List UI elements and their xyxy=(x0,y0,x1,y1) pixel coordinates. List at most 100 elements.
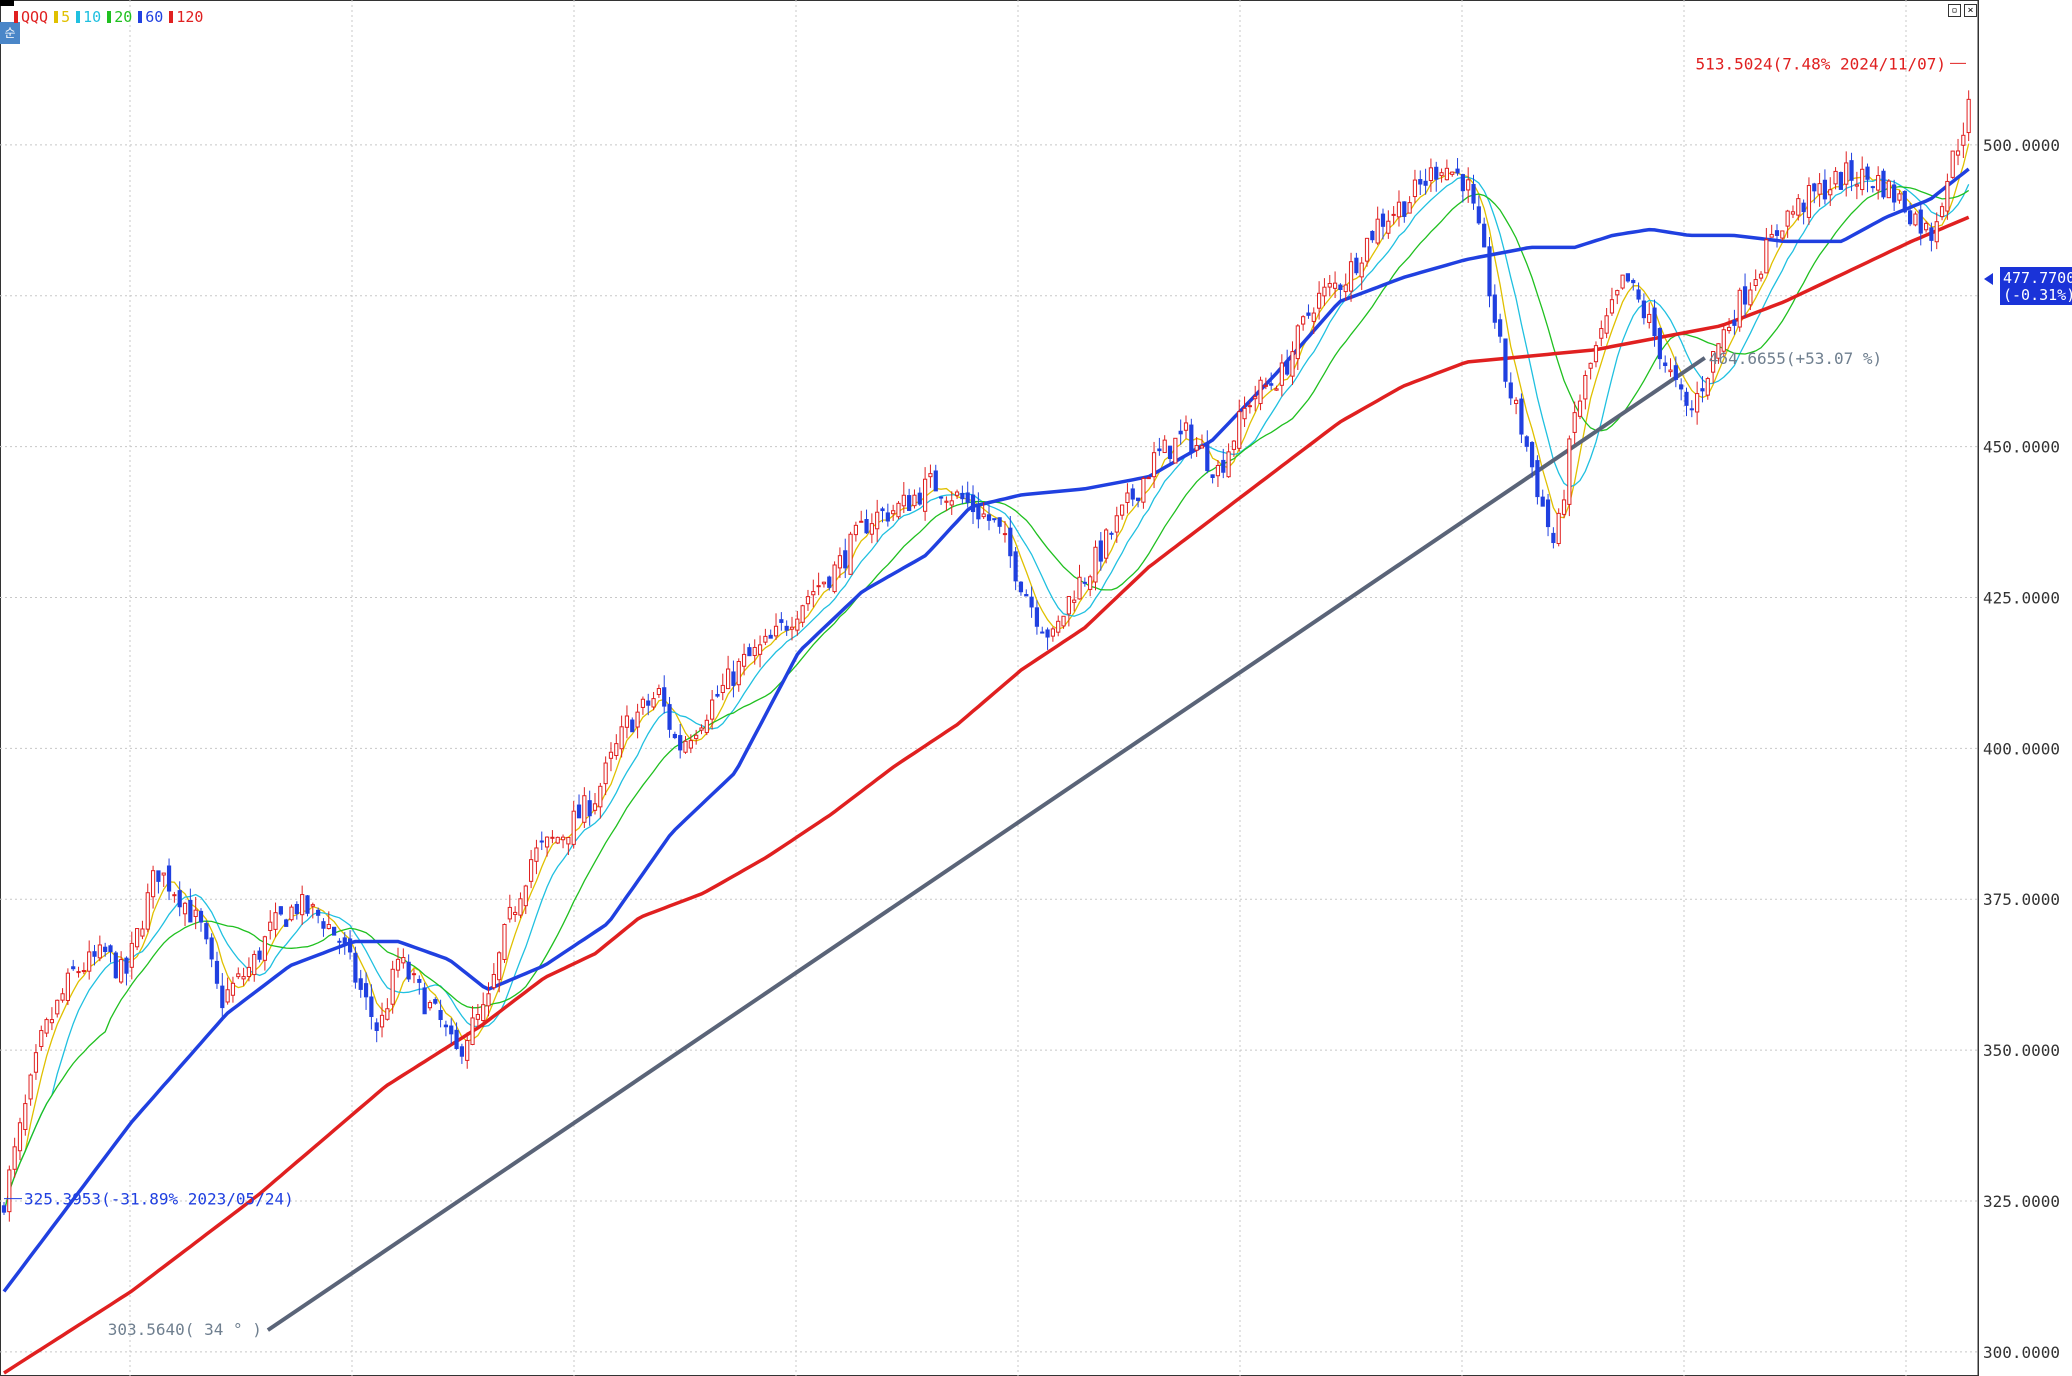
candle[interactable] xyxy=(1939,206,1945,218)
candle[interactable] xyxy=(1609,299,1615,314)
candle[interactable] xyxy=(1881,170,1886,198)
candle[interactable] xyxy=(843,550,848,569)
candle[interactable] xyxy=(1056,620,1061,633)
candle[interactable] xyxy=(1135,497,1141,501)
candle[interactable] xyxy=(981,513,986,518)
candle[interactable] xyxy=(795,618,800,631)
candle[interactable] xyxy=(230,982,236,996)
candle[interactable] xyxy=(1194,445,1199,451)
candle[interactable] xyxy=(161,872,166,876)
candle[interactable] xyxy=(1332,282,1338,289)
candle[interactable] xyxy=(1396,201,1402,218)
candle[interactable] xyxy=(1545,499,1551,528)
candle[interactable] xyxy=(321,921,326,929)
restore-button[interactable]: ▫ xyxy=(1948,4,1961,17)
candle[interactable] xyxy=(220,985,225,1009)
candle[interactable] xyxy=(1689,408,1694,411)
candle[interactable] xyxy=(805,596,811,605)
candle[interactable] xyxy=(1183,422,1189,431)
candle[interactable] xyxy=(1572,412,1577,433)
candle[interactable] xyxy=(92,951,97,957)
candle[interactable] xyxy=(347,938,353,953)
candle[interactable] xyxy=(278,906,283,915)
candle[interactable] xyxy=(1556,512,1561,545)
candle[interactable] xyxy=(1061,615,1066,627)
candle[interactable] xyxy=(1716,343,1721,359)
candle[interactable] xyxy=(608,751,614,759)
candle[interactable] xyxy=(310,904,315,907)
candle[interactable] xyxy=(1529,442,1535,468)
candle[interactable] xyxy=(1444,167,1449,181)
candle[interactable] xyxy=(1498,319,1503,337)
candle[interactable] xyxy=(1886,180,1891,199)
candle[interactable] xyxy=(747,647,752,657)
candle[interactable] xyxy=(1892,184,1897,203)
candle[interactable] xyxy=(363,983,369,998)
candle[interactable] xyxy=(1897,193,1902,201)
candle[interactable] xyxy=(901,494,906,507)
candle[interactable] xyxy=(1551,532,1556,544)
candle[interactable] xyxy=(1668,369,1673,373)
candle[interactable] xyxy=(140,928,145,937)
candle[interactable] xyxy=(752,646,757,656)
candle[interactable] xyxy=(827,576,832,588)
candle[interactable] xyxy=(1322,286,1327,297)
candle[interactable] xyxy=(1860,168,1865,191)
candle[interactable] xyxy=(1263,384,1268,387)
candle[interactable] xyxy=(1492,294,1497,323)
candle[interactable] xyxy=(741,653,747,667)
candle[interactable] xyxy=(172,894,177,897)
candle[interactable] xyxy=(1540,496,1545,507)
candle[interactable] xyxy=(789,626,795,630)
candle[interactable] xyxy=(188,899,193,923)
candle[interactable] xyxy=(465,1040,470,1061)
candle[interactable] xyxy=(1828,189,1833,196)
candle[interactable] xyxy=(76,971,81,974)
candle[interactable] xyxy=(683,740,688,753)
candle[interactable] xyxy=(731,671,736,686)
candle[interactable] xyxy=(475,1014,480,1020)
candle[interactable] xyxy=(944,500,949,503)
candle[interactable] xyxy=(1072,599,1077,603)
candle[interactable] xyxy=(928,473,933,478)
candle[interactable] xyxy=(710,699,715,720)
candle[interactable] xyxy=(1301,316,1306,325)
candle[interactable] xyxy=(103,946,108,953)
candle[interactable] xyxy=(491,973,496,989)
candle[interactable] xyxy=(912,494,917,507)
candle[interactable] xyxy=(954,491,960,496)
candle[interactable] xyxy=(358,978,363,990)
candle[interactable] xyxy=(582,795,587,823)
candle[interactable] xyxy=(1929,227,1934,241)
candle[interactable] xyxy=(651,698,656,708)
candle[interactable] xyxy=(1918,209,1923,234)
candle[interactable] xyxy=(773,625,779,637)
candle[interactable] xyxy=(1604,315,1609,334)
candle[interactable] xyxy=(369,996,374,1018)
candle[interactable] xyxy=(1695,393,1700,413)
candle[interactable] xyxy=(1093,546,1098,583)
candle[interactable] xyxy=(1700,388,1705,392)
legend-label[interactable]: 20 xyxy=(114,8,133,26)
candle[interactable] xyxy=(598,785,603,808)
candle[interactable] xyxy=(1577,400,1583,417)
candle[interactable] xyxy=(640,698,646,708)
candle[interactable] xyxy=(1199,445,1205,449)
candle[interactable] xyxy=(1801,202,1806,213)
candle[interactable] xyxy=(864,519,869,534)
candle[interactable] xyxy=(917,492,922,505)
candle[interactable] xyxy=(1066,595,1071,615)
candle[interactable] xyxy=(1024,594,1029,597)
candle[interactable] xyxy=(177,890,182,908)
legend-label[interactable]: 60 xyxy=(145,8,164,26)
candle[interactable] xyxy=(1146,477,1151,480)
legend-label[interactable]: 10 xyxy=(83,8,102,26)
candle[interactable] xyxy=(1407,202,1412,214)
candle[interactable] xyxy=(832,564,837,593)
candle[interactable] xyxy=(619,726,624,750)
candle[interactable] xyxy=(1652,307,1657,337)
candle[interactable] xyxy=(1923,222,1929,231)
candle[interactable] xyxy=(1583,374,1588,400)
candle[interactable] xyxy=(385,1008,390,1020)
